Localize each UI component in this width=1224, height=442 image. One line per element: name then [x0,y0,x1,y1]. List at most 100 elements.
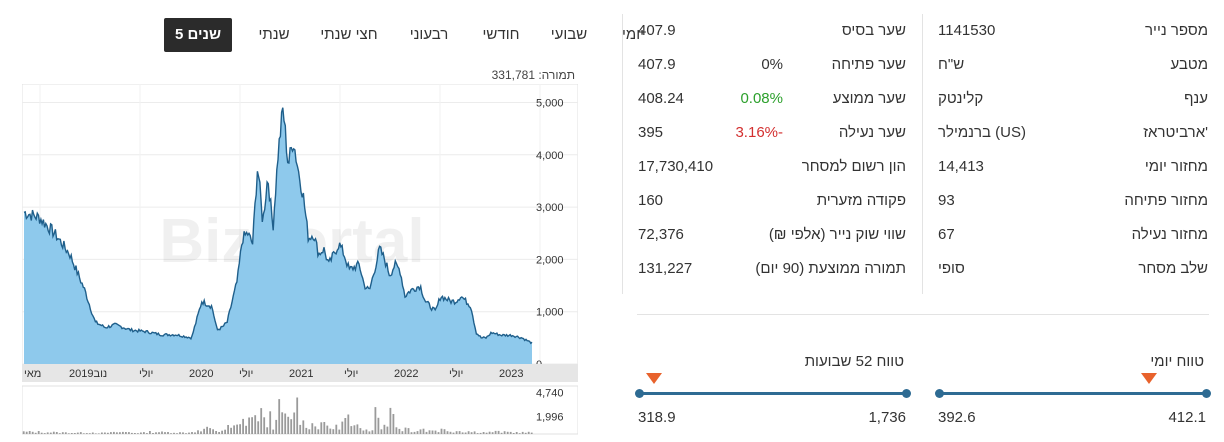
volume-bar [356,424,359,434]
x-tick-label: יולי [449,367,463,380]
volume-bar [131,432,133,434]
volume-bar [350,426,353,434]
volume-bar [461,432,464,434]
volume-bar [161,431,163,434]
volume-bar [314,426,317,434]
weekly52-range-low: 318.9 [638,409,676,426]
volume-bar [58,433,61,434]
volume-bar [119,432,121,434]
volume-bar [494,430,497,434]
tab-5[interactable]: שנתי [258,26,290,43]
volume-bar [104,432,106,434]
volume-bar [401,431,404,434]
detail-label: מחזור יומי [1144,158,1208,175]
volume-bar [290,419,293,434]
daily-range-marker-icon [1140,373,1157,384]
volume-bar [194,432,196,434]
weekly52-range-high: 1,736 [868,409,906,426]
price-detail-value: 17,730,410 [638,158,714,175]
volume-bar [152,433,154,434]
tab-0[interactable]: יומי [622,26,644,43]
volume-bar [137,433,139,434]
volume-bar [326,425,329,434]
detail-value: סופי [938,260,965,277]
tab-2[interactable]: חודשי [482,26,520,43]
price-detail-value: 408.24 [638,90,684,107]
volume-bar [404,427,407,434]
volume-bar [506,431,509,434]
price-area [24,107,532,364]
volume-bar [230,427,232,434]
volume-bar [440,428,443,434]
volume-bar [125,432,127,434]
tab-1[interactable]: שבועי [550,26,588,43]
volume-bar [392,414,395,434]
volume-bar [197,430,199,434]
volume-bar [287,416,290,434]
volume-bar [88,433,91,434]
volume-bar [37,431,40,434]
x-tick-label: 2021 [289,368,313,380]
volume-bar [338,429,341,434]
detail-value: קלינטק [938,90,984,107]
volume-bar [293,412,296,434]
volume-bar [200,431,202,434]
detail-label: ענף [1184,90,1208,107]
volume-bar [320,422,323,434]
volume-bar [302,420,305,434]
price-detail-value: 395 [638,124,664,141]
volume-bar [49,432,52,434]
price-detail-label: פקודה מזערית [816,192,906,209]
volume-bar [110,432,112,434]
volume-bar [383,424,386,434]
volume-bar [365,429,368,434]
tab-4[interactable]: חצי שנתי [320,26,378,43]
volume-bar [515,432,518,434]
volume-bar [233,425,235,434]
tab-6[interactable]: 5 שנים [164,18,232,52]
volume-bar [431,430,434,434]
daily-range-right-dot [1202,389,1211,398]
volume-bar [257,421,260,434]
volume-bar [332,429,335,434]
detail-value: 14,413 [938,158,984,175]
volume-bar [242,418,244,434]
x-tick-label: 2022 [394,368,418,380]
volume-bar [155,432,157,434]
price-detail-label: תמורה ממוצעת (90 יום) [755,260,906,277]
volume-bar [191,432,193,434]
volume-bar [503,431,506,434]
y-tick-label: 2,000 [536,254,564,266]
turnover-value: 331,781 [491,68,535,82]
volume-bar [70,433,73,434]
x-tick-label: 2020 [189,368,213,380]
detail-label: מחזור פתיחה [1124,192,1208,209]
volume-bar [386,426,389,434]
volume-bar [179,432,181,434]
volume-bar [263,417,266,434]
price-detail-value: 407.9 [638,56,676,73]
volume-bar [482,432,485,434]
volume-bar [173,432,175,434]
volume-bar [422,428,425,434]
volume-bar [215,431,217,434]
x-tick-label: 2023 [499,368,523,380]
volume-bar [128,432,130,434]
volume-bar [40,432,43,434]
turnover-label: תמורה: [538,68,575,82]
panel-divider-middle [922,14,923,294]
tab-3[interactable]: רבעוני [409,26,449,43]
volume-bar [31,431,34,434]
volume-bar [443,429,446,434]
weekly52-range-right-dot [902,389,911,398]
volume-bar [43,433,46,434]
price-detail-value: 407.9 [638,22,676,39]
volume-bar [113,431,115,434]
volume-bar [476,433,479,434]
x-axis-band [22,364,578,382]
volume-bar [269,411,272,434]
volume-bar [425,431,428,434]
volume-bar [206,426,208,434]
volume-bar [97,433,100,434]
